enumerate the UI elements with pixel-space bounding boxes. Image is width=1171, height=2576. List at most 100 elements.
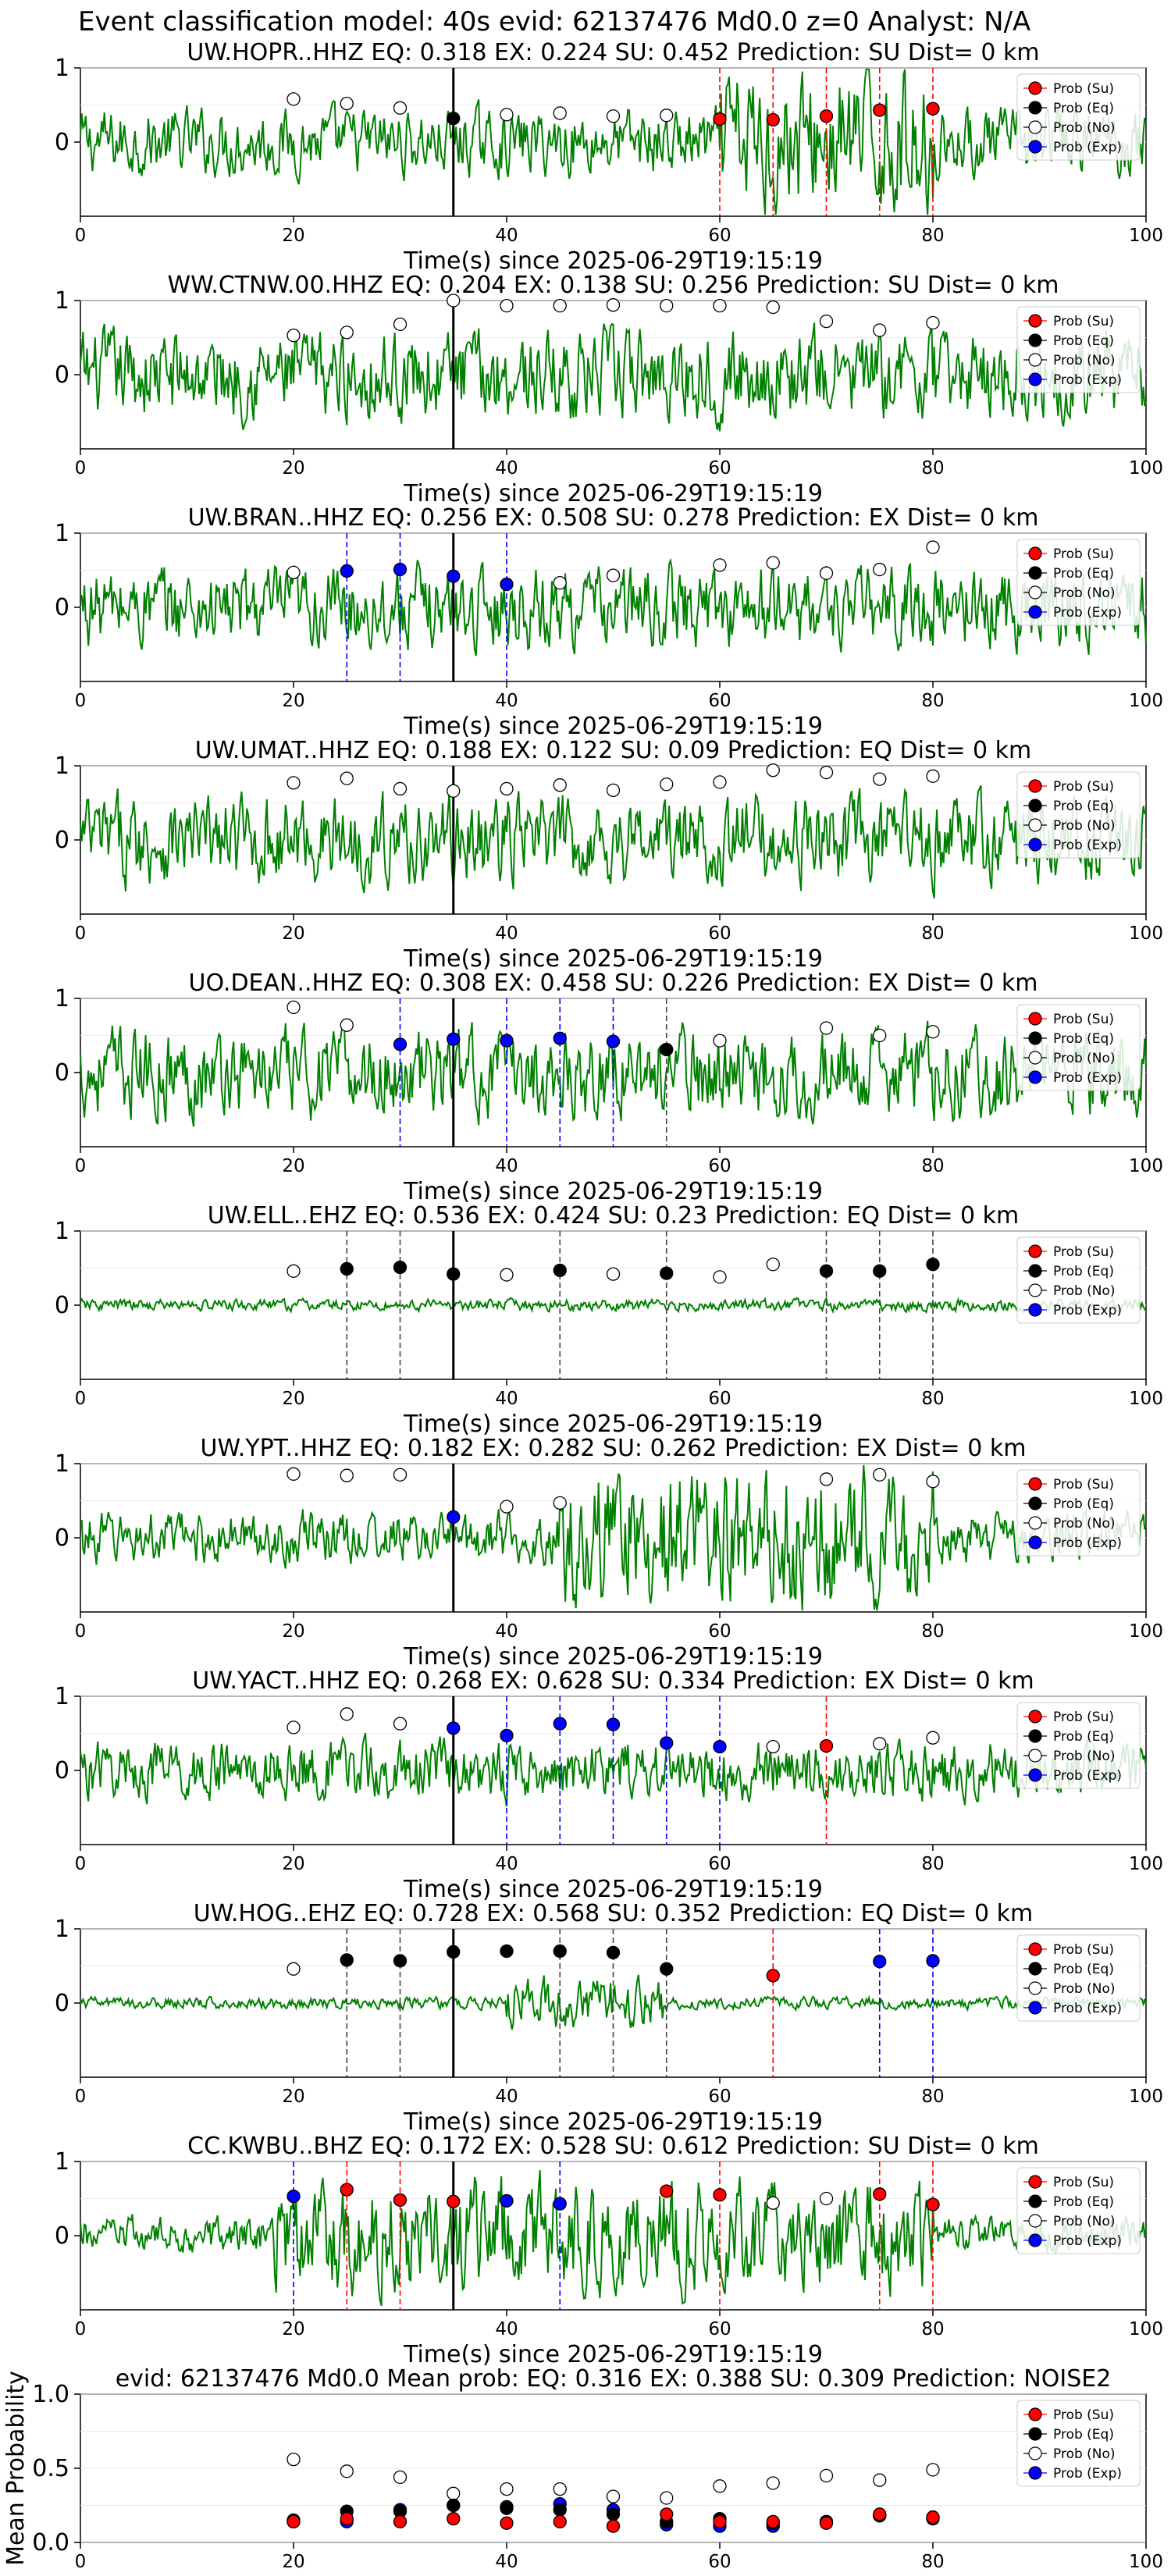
x-tick-label: 0 [75,1156,87,1176]
marker-no [393,1468,408,1482]
x-tick-label: 100 [1129,2319,1163,2339]
x-tick-label: 60 [708,226,731,246]
marker-no [713,1270,727,1284]
y-tick-label: 0 [55,827,69,854]
x-axis-label: Time(s) since 2025-06-29T19:15:19 [403,2108,823,2136]
marker-no [713,298,727,313]
legend-frame [1016,1004,1141,1091]
panel-9: UW.HOG..EHZ EQ: 0.728 EX: 0.568 SU: 0.35… [55,1900,1163,2136]
marker-no [287,1264,301,1278]
marker-no [393,1717,408,1731]
legend-marker [1028,2446,1042,2460]
x-tick-label: 60 [708,1156,731,1176]
legend-label: Prob (Exp) [1053,838,1122,853]
marker-no [819,566,834,580]
x-tick-label: 100 [1129,458,1163,479]
panel-title: WW.CTNW.00.HHZ EQ: 0.204 EX: 0.138 SU: 0… [167,272,1059,299]
x-tick-label: 80 [921,458,944,479]
x-tick-label: 40 [495,226,518,246]
marker-eq [447,1944,461,1959]
marker-exp [393,1037,408,1051]
x-tick-label: 20 [282,1389,304,1409]
legend: Prob (Su) Prob (Eq) Prob (No) Prob (Exp) [1016,2167,1141,2254]
marker-su [873,2507,887,2521]
legend-label: Prob (Su) [1053,1710,1114,1725]
legend-frame [1016,73,1141,161]
marker-no [819,2468,834,2483]
x-tick-label: 80 [921,2087,944,2107]
panel-title: evid: 62137476 Md0.0 Mean prob: EQ: 0.31… [116,2365,1112,2393]
legend-label: Prob (Exp) [1053,1535,1122,1551]
y-tick-label: 1 [55,985,69,1012]
marker-no [660,777,674,792]
legend: Prob (Su) Prob (Eq) Prob (No) Prob (Exp) [1016,1934,1141,2022]
marker-exp [713,1739,727,1754]
x-tick-label: 80 [921,923,944,944]
legend-marker [1028,1496,1042,1510]
y-tick-label: 0 [55,1525,69,1552]
marker-no [766,2476,780,2490]
legend-frame [1016,1236,1141,1324]
marker-eq [447,1267,461,1281]
x-tick-label: 0 [75,2319,87,2339]
x-tick-label: 0 [75,1389,87,1409]
x-tick-label: 0 [75,2087,87,2107]
legend-label: Prob (Eq) [1053,101,1114,116]
legend-label: Prob (Exp) [1053,1070,1122,1086]
legend-frame [1016,1702,1141,1789]
panel-title: UW.YACT..HHZ EQ: 0.268 EX: 0.628 SU: 0.3… [192,1667,1034,1695]
waveform [80,557,1147,656]
legend-marker [1028,1264,1042,1278]
y-tick-label: 1 [55,55,69,82]
marker-eq [447,2498,461,2513]
marker-no [553,576,567,590]
panel-7: UW.YPT..HHZ EQ: 0.182 EX: 0.282 SU: 0.26… [55,1435,1163,1670]
legend-frame [1016,771,1141,859]
legend-marker [1028,1477,1042,1491]
marker-no [553,778,567,792]
marker-no [287,92,301,106]
legend-marker [1028,314,1042,328]
x-tick-label: 20 [282,1854,304,1874]
y-tick-label: 0 [55,1757,69,1784]
marker-no [660,2491,674,2505]
marker-no [819,1472,834,1486]
x-tick-label: 60 [708,458,731,479]
marker-exp [873,1955,887,1969]
x-tick-label: 20 [282,1156,304,1176]
marker-no [340,2464,354,2478]
x-tick-label: 100 [1129,2552,1163,2572]
marker-no [606,783,621,797]
marker-eq [553,1263,567,1277]
legend: Prob (Su) Prob (Eq) Prob (No) Prob (Exp) [1016,771,1141,859]
legend-marker [1028,2427,1042,2441]
marker-no [553,298,567,313]
marker-su [766,1969,780,1983]
legend-marker [1028,799,1042,813]
legend-frame [1016,306,1141,393]
legend-marker [1028,2214,1042,2228]
marker-eq [660,1962,674,1976]
marker-no [766,2196,780,2210]
legend-marker [1028,81,1042,95]
legend-marker [1028,1244,1042,1258]
x-tick-label: 0 [75,2552,87,2572]
x-tick-label: 40 [495,1156,518,1176]
marker-no [287,1467,301,1481]
marker-no [606,298,621,312]
x-tick-label: 20 [282,691,304,711]
waveform [80,2170,1147,2307]
marker-su [766,112,780,127]
legend-label: Prob (Exp) [1053,2001,1122,2016]
legend-marker [1028,585,1042,600]
marker-eq [606,1945,621,1960]
legend: Prob (Su) Prob (Eq) Prob (No) Prob (Exp) [1016,1004,1141,1091]
marker-eq [660,1266,674,1280]
legend-marker [1028,1749,1042,1763]
y-tick-label: 0 [55,1990,69,2017]
marker-no [713,775,727,789]
marker-su [819,2516,834,2530]
marker-eq [500,1944,514,1959]
x-axis-label: Time(s) since 2025-06-29T19:15:19 [403,247,823,275]
x-tick-label: 40 [495,1389,518,1409]
